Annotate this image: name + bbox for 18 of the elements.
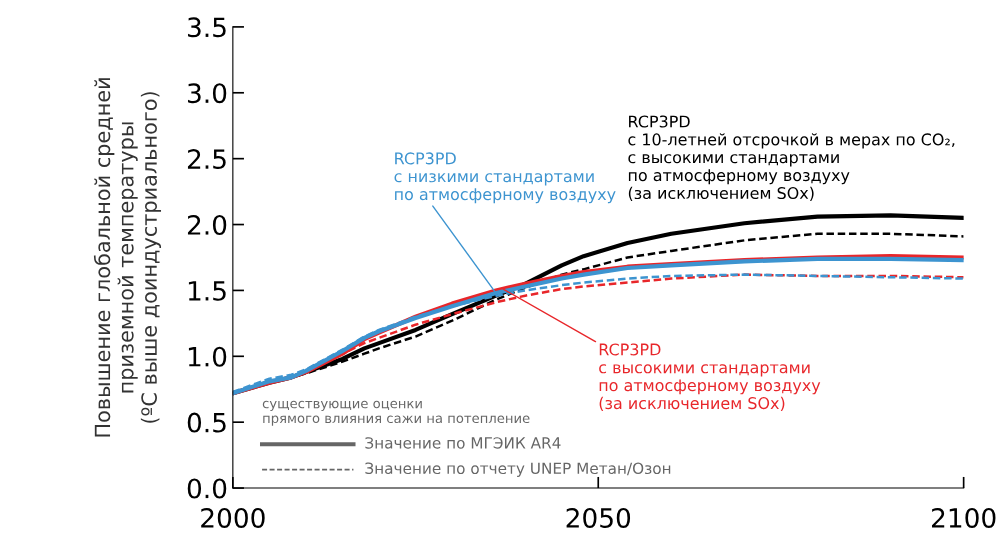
y-tick-label: 3.5 — [188, 17, 226, 38]
annotation: RCP3PD с низкими стандартами по атмосферному воздуху — [394, 152, 616, 204]
y-tick-label: 0.0 — [187, 478, 227, 499]
y-tick-label: 3.0 — [188, 83, 227, 104]
annotation: RCP3PD с 10-летней отсрочкой в мерах по CO₂, с высокими стандартами по атмосферному воздуху (за исключением SOx) — [628, 115, 955, 201]
y-axis-title: Повышение глобальной средней приземной температуры (ºC выше доиндустриального) — [93, 78, 162, 437]
y-tick-label: 0.5 — [187, 412, 226, 433]
y-tick-label: 2.0 — [187, 214, 227, 235]
x-tick-label: 2050 — [566, 507, 631, 528]
x-tick-label: 2000 — [201, 507, 265, 528]
legend-title: существующие оценки прямого влияния сажи на потепление — [262, 400, 530, 426]
y-tick-label: 2.5 — [187, 149, 226, 170]
annotation: Значение по МГЭИК AR4 — [365, 437, 561, 449]
x-tick-label: 2100 — [932, 507, 996, 528]
y-tick-label: 1.5 — [188, 281, 226, 301]
annotation: Значение по отчету UNEP Метан/Озон — [365, 462, 671, 478]
annotation: RCP3PD с высокими стандартами по атмосферному воздуху (за исключением SOx) — [599, 343, 821, 412]
y-tick-label: 1.0 — [188, 346, 227, 367]
